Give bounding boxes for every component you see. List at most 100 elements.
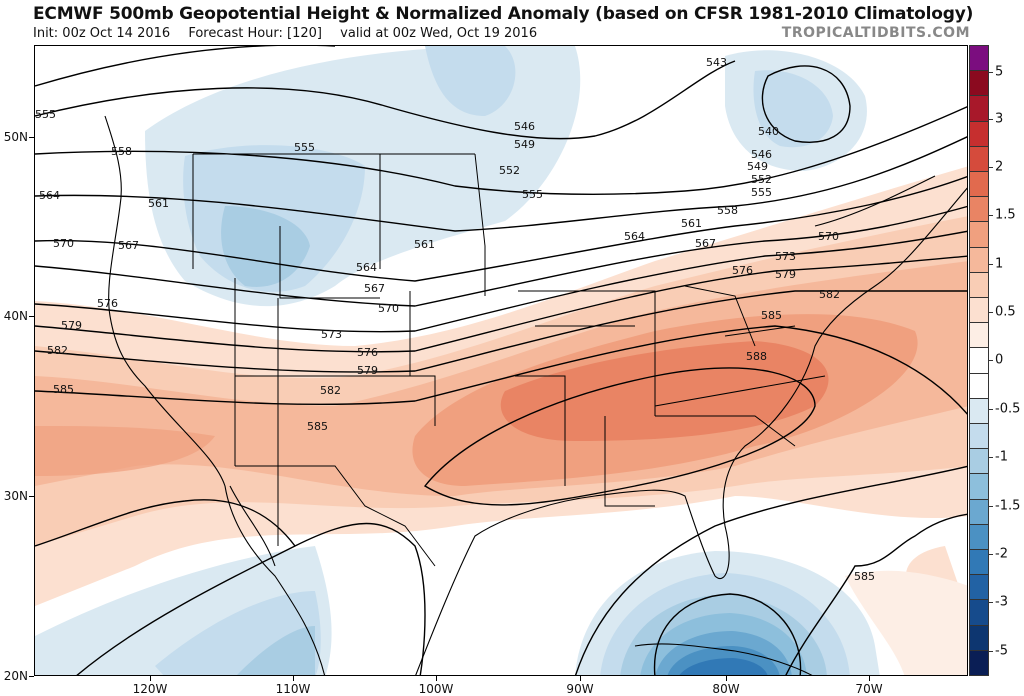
contour-label: 585 xyxy=(307,420,328,433)
colorbar-tick xyxy=(989,119,993,120)
colorbar-label: 3 xyxy=(995,111,1004,127)
colorbar-tick xyxy=(989,602,993,603)
latitude-tick xyxy=(29,137,34,138)
contour-label: 570 xyxy=(818,230,839,243)
longitude-label: 90W xyxy=(566,682,594,696)
colorbar-segment xyxy=(970,121,988,147)
colorbar-segment xyxy=(970,499,988,525)
contour-label: 555 xyxy=(751,186,772,199)
latitude-label: 50N xyxy=(3,130,28,144)
colorbar-segment xyxy=(970,398,988,425)
forecast-hour: Forecast Hour: [120] xyxy=(188,26,323,41)
contour-label: 582 xyxy=(320,384,341,397)
longitude-label: 80W xyxy=(712,682,740,696)
colorbar-label: -3 xyxy=(995,594,1008,610)
colorbar-label: 1.5 xyxy=(995,207,1016,223)
chart-title: ECMWF 500mb Geopotential Height & Normal… xyxy=(33,4,974,24)
contour-label: 558 xyxy=(717,204,738,217)
contour-label: 561 xyxy=(681,217,702,230)
latitude-label: 20N xyxy=(3,669,28,683)
colorbar-segment xyxy=(970,600,988,626)
contour-label: 576 xyxy=(357,346,378,359)
contour-label: 579 xyxy=(775,268,796,281)
colorbar-tick xyxy=(989,312,993,313)
longitude-label: 120W xyxy=(132,682,168,696)
colorbar-segment xyxy=(970,348,988,374)
colorbar-segment xyxy=(970,323,988,349)
colorbar-tick xyxy=(989,215,993,216)
colorbar-segment xyxy=(970,625,988,651)
longitude-tick xyxy=(436,676,437,681)
chart-subtitle: Init: 00z Oct 14 2016 Forecast Hour: [12… xyxy=(33,26,551,41)
contour-label: 579 xyxy=(61,319,82,332)
contour-label: 573 xyxy=(321,328,342,341)
longitude-tick xyxy=(150,676,151,681)
colorbar-segment xyxy=(970,524,988,551)
contour-label: 576 xyxy=(97,297,118,310)
colorbar-tick xyxy=(989,457,993,458)
contour-label: 549 xyxy=(747,160,768,173)
contour-label: 564 xyxy=(356,261,377,274)
contour-label: 567 xyxy=(118,239,139,252)
colorbar-segment xyxy=(970,222,988,248)
latitude-tick xyxy=(29,496,34,497)
longitude-tick xyxy=(293,676,294,681)
contour-label: 552 xyxy=(751,173,772,186)
colorbar-segment xyxy=(970,272,988,299)
init-time: Init: 00z Oct 14 2016 xyxy=(33,26,171,41)
longitude-tick xyxy=(580,676,581,681)
longitude-label: 70W xyxy=(855,682,883,696)
colorbar-segment xyxy=(970,550,988,576)
colorbar-label: 1 xyxy=(995,256,1004,272)
longitude-label: 110W xyxy=(275,682,311,696)
contour-label: 579 xyxy=(357,364,378,377)
contour-label: 540 xyxy=(758,125,779,138)
colorbar-tick xyxy=(989,506,993,507)
longitude-label: 100W xyxy=(418,682,454,696)
longitude-tick xyxy=(869,676,870,681)
colorbar-label: -1 xyxy=(995,449,1008,465)
colorbar-label: 2 xyxy=(995,159,1004,175)
colorbar-tick xyxy=(989,264,993,265)
colorbar-segment xyxy=(970,449,988,475)
colorbar-segment xyxy=(970,197,988,223)
contour-label: 567 xyxy=(364,282,385,295)
contour-label: 585 xyxy=(53,383,74,396)
anomaly-colorbar xyxy=(969,45,989,676)
latitude-label: 40N xyxy=(3,309,28,323)
colorbar-tick xyxy=(989,72,993,73)
contour-label: 546 xyxy=(514,120,535,133)
contour-label: 573 xyxy=(775,250,796,263)
colorbar-tick xyxy=(989,554,993,555)
colorbar-segment xyxy=(970,373,988,399)
colorbar-label: -1.5 xyxy=(995,498,1021,514)
colorbar-label: -0.5 xyxy=(995,401,1021,417)
colorbar-segment xyxy=(970,298,988,324)
contour-label: 564 xyxy=(39,189,60,202)
valid-time: valid at 00z Wed, Oct 19 2016 xyxy=(340,26,538,41)
map-panel[interactable]: 543 540 546 546 549 549 552 552 555 555 555 555 558 5… xyxy=(34,45,968,676)
contour-label: 561 xyxy=(414,238,435,251)
contour-label: 585 xyxy=(761,309,782,322)
contour-label: 570 xyxy=(378,302,399,315)
brand-watermark: TROPICALTIDBITS.COM xyxy=(781,25,970,41)
colorbar-segment xyxy=(970,146,988,173)
colorbar-tick xyxy=(989,360,993,361)
contour-label: 567 xyxy=(695,237,716,250)
colorbar-label: 0.5 xyxy=(995,304,1016,320)
contour-label: 582 xyxy=(47,344,68,357)
contour-label: 555 xyxy=(522,188,543,201)
colorbar-segment xyxy=(970,247,988,273)
contour-label: 555 xyxy=(294,141,315,154)
contour-label: 558 xyxy=(111,145,132,158)
colorbar-segment xyxy=(970,575,988,601)
contour-label: 576 xyxy=(732,264,753,277)
latitude-tick xyxy=(29,316,34,317)
contour-label: 543 xyxy=(706,56,727,69)
contour-label: 564 xyxy=(624,230,645,243)
contour-label: 546 xyxy=(751,148,772,161)
colorbar-segment xyxy=(970,71,988,97)
colorbar-segment xyxy=(970,46,988,72)
colorbar-label: -5 xyxy=(995,643,1008,659)
